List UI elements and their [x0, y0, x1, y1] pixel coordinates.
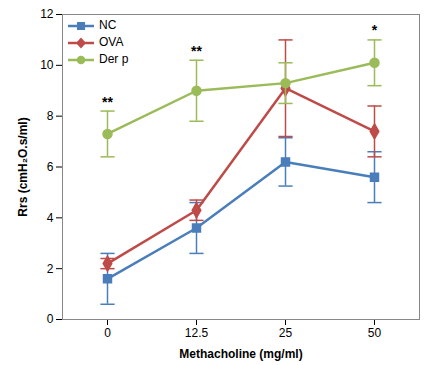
- svg-text:*: *: [372, 22, 378, 38]
- html-text:Der p: Der p: [99, 52, 129, 66]
- svg-text:0: 0: [104, 326, 111, 340]
- svg-text:2: 2: [47, 262, 54, 276]
- svg-text:50: 50: [368, 326, 382, 340]
- svg-text:0: 0: [47, 312, 54, 326]
- svg-text:**: **: [102, 94, 113, 110]
- svg-text:Rrs (cmH₂O.s/ml): Rrs (cmH₂O.s/ml): [16, 117, 30, 216]
- html-text:OVA: OVA: [99, 35, 124, 49]
- svg-text:**: **: [191, 43, 202, 59]
- svg-text:6: 6: [47, 160, 54, 174]
- svg-text:25: 25: [279, 326, 293, 340]
- svg-text:12.5: 12.5: [185, 326, 209, 340]
- svg-text:8: 8: [47, 109, 54, 123]
- html-text:NC: NC: [99, 18, 117, 32]
- svg-text:10: 10: [40, 58, 54, 72]
- svg-text:12: 12: [40, 7, 54, 21]
- svg-text:4: 4: [47, 211, 54, 225]
- svg-text:Methacholine (mg/ml): Methacholine (mg/ml): [179, 347, 302, 361]
